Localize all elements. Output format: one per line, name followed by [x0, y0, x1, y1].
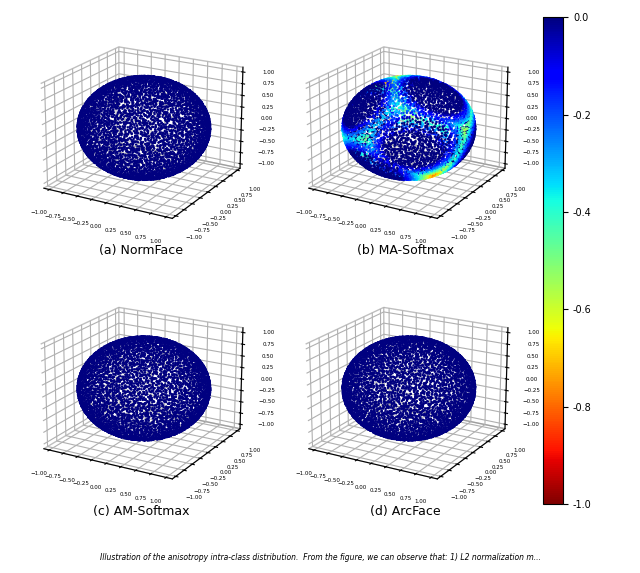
- Title: (d) ArcFace: (d) ArcFace: [371, 505, 441, 517]
- Text: Illustration of the anisotropy intra-class distribution.  From the figure, we ca: Illustration of the anisotropy intra-cla…: [100, 552, 540, 562]
- Title: (b) MA-Softmax: (b) MA-Softmax: [357, 244, 454, 257]
- Title: (a) NormFace: (a) NormFace: [99, 244, 183, 257]
- Title: (c) AM-Softmax: (c) AM-Softmax: [93, 505, 189, 517]
